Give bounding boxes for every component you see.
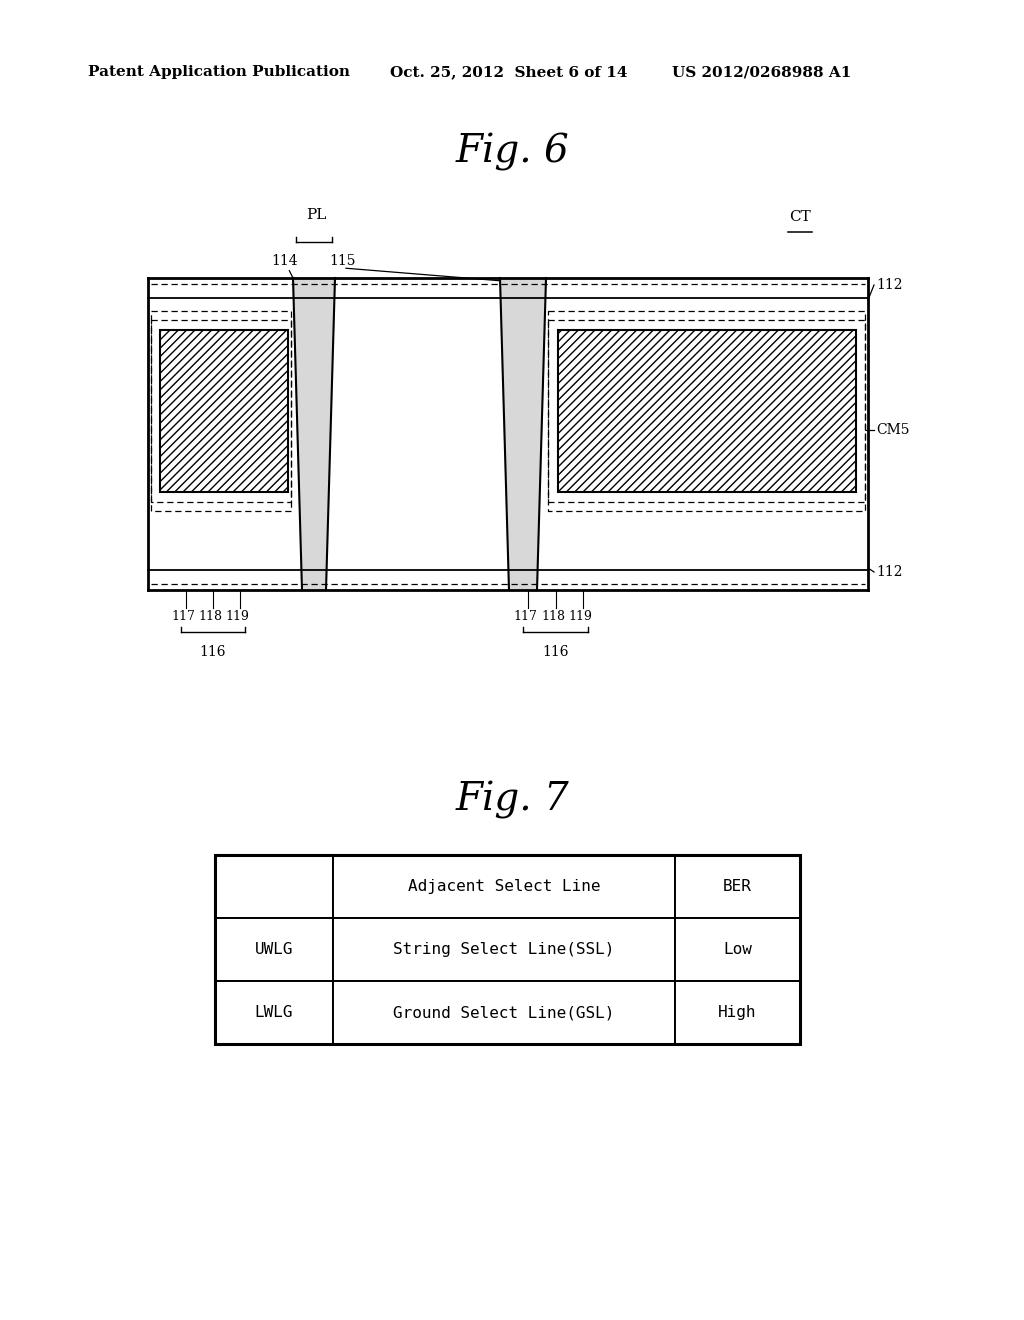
Bar xyxy=(160,330,288,492)
Text: PL: PL xyxy=(306,209,327,222)
Text: BER: BER xyxy=(723,879,752,894)
Bar xyxy=(215,981,333,1044)
Text: Adjacent Select Line: Adjacent Select Line xyxy=(408,879,600,894)
Bar xyxy=(148,279,868,590)
Text: 119: 119 xyxy=(568,610,592,623)
Text: String Select Line(SSL): String Select Line(SSL) xyxy=(393,942,614,957)
Bar xyxy=(675,981,800,1044)
Text: 117: 117 xyxy=(513,610,537,623)
Text: 112: 112 xyxy=(876,279,902,292)
Text: 112: 112 xyxy=(876,565,902,579)
Polygon shape xyxy=(293,279,335,590)
Text: 114: 114 xyxy=(271,253,298,268)
Text: Ground Select Line(GSL): Ground Select Line(GSL) xyxy=(393,1005,614,1020)
Bar xyxy=(558,330,856,492)
Text: Fig. 6: Fig. 6 xyxy=(455,133,569,172)
Polygon shape xyxy=(500,279,546,590)
Text: 118: 118 xyxy=(541,610,565,623)
Text: Fig. 7: Fig. 7 xyxy=(455,781,569,818)
Text: CT: CT xyxy=(790,210,811,224)
Bar xyxy=(333,981,675,1044)
Bar xyxy=(675,917,800,981)
Bar xyxy=(675,855,800,917)
Bar xyxy=(333,855,675,917)
Text: 117: 117 xyxy=(171,610,195,623)
Text: 116: 116 xyxy=(200,645,226,659)
Bar xyxy=(215,855,800,1044)
Bar xyxy=(333,917,675,981)
Text: 115: 115 xyxy=(330,253,356,268)
Text: Low: Low xyxy=(723,942,752,957)
Text: Patent Application Publication: Patent Application Publication xyxy=(88,65,350,79)
Text: 119: 119 xyxy=(225,610,249,623)
Text: 116: 116 xyxy=(543,645,568,659)
Text: CM5: CM5 xyxy=(876,422,909,437)
Bar xyxy=(215,917,333,981)
Text: LWLG: LWLG xyxy=(255,1005,293,1020)
Text: US 2012/0268988 A1: US 2012/0268988 A1 xyxy=(672,65,851,79)
Text: 118: 118 xyxy=(198,610,222,623)
Bar xyxy=(215,855,333,917)
Text: High: High xyxy=(718,1005,757,1020)
Text: UWLG: UWLG xyxy=(255,942,293,957)
Text: Oct. 25, 2012  Sheet 6 of 14: Oct. 25, 2012 Sheet 6 of 14 xyxy=(390,65,628,79)
